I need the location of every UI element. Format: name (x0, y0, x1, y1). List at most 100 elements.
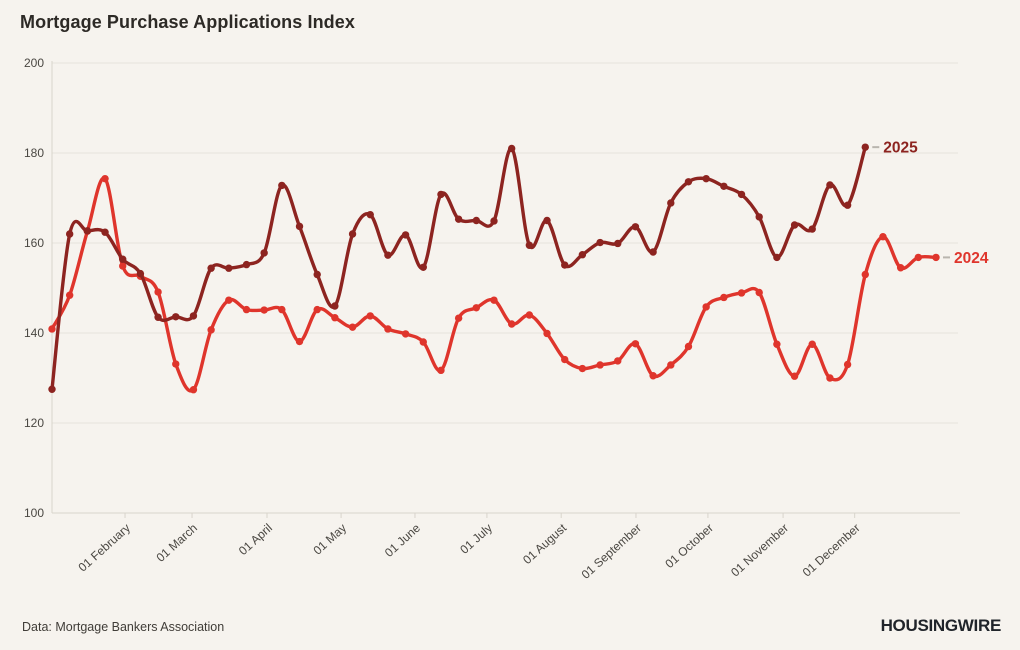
data-point (384, 251, 392, 259)
y-axis-labels: 100 120 140 160 180 200 (24, 56, 44, 520)
data-point (861, 143, 869, 151)
data-point (684, 178, 693, 186)
data-point (331, 302, 339, 310)
data-point (649, 248, 657, 256)
data-point (914, 253, 923, 262)
data-point (631, 223, 640, 231)
data-point (561, 355, 569, 364)
data-point (808, 225, 816, 233)
data-point (366, 312, 374, 320)
data-point (720, 182, 728, 190)
data-point (472, 304, 481, 312)
data-point (596, 361, 604, 369)
data-point (189, 386, 198, 394)
data-point (790, 221, 799, 229)
data-point (843, 360, 852, 369)
data-point (65, 291, 74, 299)
data-point (826, 181, 834, 189)
data-point (507, 144, 516, 153)
data-point (119, 262, 127, 270)
x-axis-labels: 01 February 01 March 01 April 01 May 01 June… (76, 520, 863, 581)
x-tick-label: 01 June (382, 521, 423, 560)
data-point (737, 289, 746, 297)
data-point (614, 357, 622, 365)
series-2025: 2025 (48, 140, 918, 393)
x-tick-label: 01 April (236, 521, 275, 558)
data-point (454, 314, 463, 322)
data-point (649, 372, 657, 380)
data-point (543, 329, 551, 338)
data-point (119, 255, 127, 263)
data-point (773, 340, 781, 348)
data-point (295, 337, 304, 346)
series-end-label-2025: 2025 (883, 140, 918, 157)
data-point (525, 311, 534, 319)
x-tick-label: 01 December (800, 521, 863, 580)
data-point (543, 216, 551, 225)
y-tick-label: 120 (24, 416, 44, 430)
x-tick-label: 01 August (520, 520, 570, 567)
data-point (48, 385, 56, 393)
x-tick-label: 01 May (310, 521, 349, 558)
chart-title: Mortgage Purchase Applications Index (20, 12, 356, 32)
data-point (755, 288, 763, 297)
data-point (737, 190, 746, 199)
data-point (260, 306, 268, 314)
data-point (65, 230, 74, 238)
data-point (896, 264, 905, 272)
data-point (313, 305, 321, 314)
data-point (401, 330, 410, 338)
y-tick-label: 180 (24, 146, 44, 160)
y-tick-label: 140 (24, 326, 44, 340)
data-point (720, 293, 728, 302)
data-point (348, 230, 357, 238)
data-point (790, 372, 799, 380)
housingwire-logo: HOUSINGWIRE (880, 616, 1002, 635)
data-point (667, 361, 675, 369)
data-point (773, 253, 781, 262)
data-point (154, 288, 162, 296)
data-point (419, 338, 427, 346)
axes (51, 61, 960, 518)
data-point (225, 264, 233, 272)
data-point (136, 269, 145, 278)
data-point (48, 325, 56, 333)
data-point (755, 213, 763, 221)
x-tick-label: 01 March (153, 521, 200, 565)
data-point (419, 263, 427, 271)
data-point (667, 199, 675, 207)
y-tick-label: 160 (24, 236, 44, 250)
data-point (490, 296, 498, 304)
data-point (348, 323, 357, 331)
data-point (702, 303, 710, 311)
data-point (172, 360, 180, 368)
x-tick-label: 01 July (457, 521, 495, 557)
data-point (631, 340, 640, 348)
data-point (242, 260, 251, 269)
data-point (101, 228, 109, 236)
data-point (437, 366, 445, 375)
data-point (614, 239, 622, 248)
data-source-note: Data: Mortgage Bankers Association (22, 620, 225, 634)
data-point (278, 305, 286, 314)
data-point (808, 340, 816, 348)
data-point (932, 253, 940, 262)
data-point (843, 201, 852, 209)
data-point (83, 227, 92, 235)
data-point (154, 313, 162, 321)
y-tick-label: 200 (24, 56, 44, 70)
data-point (561, 261, 569, 269)
data-point (401, 231, 410, 239)
data-point (437, 190, 445, 199)
data-point (313, 270, 321, 279)
data-point (684, 342, 693, 351)
data-point (366, 210, 374, 219)
data-point (278, 181, 286, 190)
x-tick-label: 01 February (76, 521, 133, 575)
data-point (189, 312, 198, 320)
data-point (295, 222, 304, 231)
data-point (702, 174, 710, 183)
data-point (490, 217, 498, 225)
